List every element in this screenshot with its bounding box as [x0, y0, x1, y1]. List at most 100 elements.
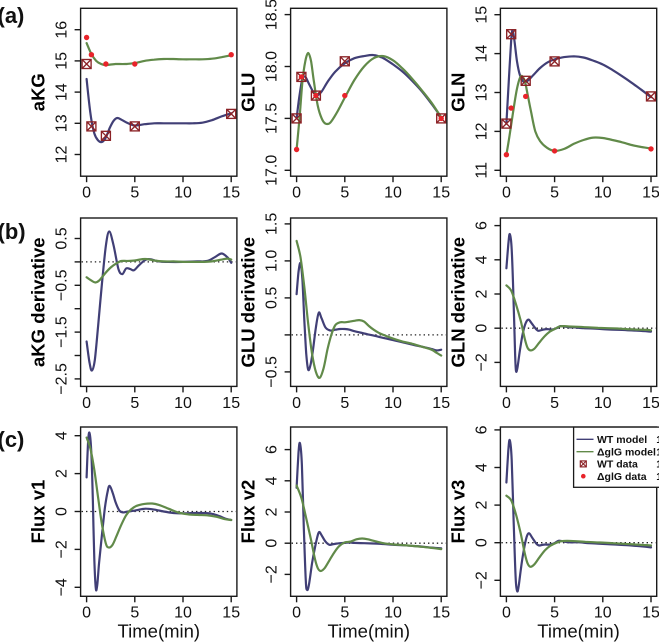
svg-text:Time(min): Time(min)	[118, 620, 201, 641]
svg-text:−1.5: −1.5	[54, 316, 71, 348]
svg-text:0: 0	[82, 185, 91, 202]
svg-text:6: 6	[473, 425, 490, 434]
svg-text:aKG derivative: aKG derivative	[28, 237, 49, 367]
svg-text:11: 11	[473, 162, 490, 179]
svg-text:15: 15	[642, 605, 659, 622]
svg-text:−2: −2	[473, 353, 490, 371]
svg-text:10: 10	[174, 185, 192, 202]
svg-text:1.0: 1.0	[264, 250, 281, 272]
svg-text:15: 15	[642, 185, 659, 202]
svg-text:(b): (b)	[0, 219, 26, 244]
svg-text:Flux v1: Flux v1	[28, 480, 49, 544]
svg-text:−2: −2	[54, 540, 71, 558]
svg-text:6: 6	[264, 445, 281, 454]
svg-text:10: 10	[384, 605, 402, 622]
svg-text:10: 10	[594, 605, 612, 622]
svg-text:Time(min): Time(min)	[537, 620, 620, 641]
svg-text:2: 2	[54, 469, 71, 478]
svg-text:aKG: aKG	[28, 73, 49, 111]
svg-text:1: 1	[656, 459, 659, 471]
svg-text:0: 0	[82, 395, 91, 412]
svg-text:13: 13	[54, 114, 71, 132]
svg-text:14: 14	[54, 83, 71, 101]
svg-text:4: 4	[54, 431, 71, 440]
svg-text:4: 4	[264, 476, 281, 485]
svg-text:15: 15	[642, 395, 659, 412]
svg-text:−2: −2	[264, 565, 281, 583]
svg-text:15: 15	[222, 395, 240, 412]
svg-text:4: 4	[473, 463, 490, 472]
svg-text:0: 0	[292, 395, 301, 412]
svg-text:1: 1	[656, 434, 659, 446]
svg-text:18.5: 18.5	[264, 0, 281, 30]
svg-text:0: 0	[82, 605, 91, 622]
svg-text:0: 0	[264, 539, 281, 548]
svg-text:0.5: 0.5	[264, 287, 281, 309]
svg-text:1.5: 1.5	[264, 213, 281, 235]
svg-text:15: 15	[222, 185, 240, 202]
svg-text:GLN: GLN	[447, 73, 468, 112]
svg-text:Flux v2: Flux v2	[238, 480, 259, 544]
svg-text:16: 16	[54, 21, 71, 39]
svg-text:ΔglG model: ΔglG model	[597, 446, 656, 458]
svg-text:0.5: 0.5	[54, 227, 71, 249]
svg-text:15: 15	[473, 6, 490, 24]
svg-text:0: 0	[502, 395, 511, 412]
svg-text:12: 12	[54, 146, 71, 164]
svg-text:15: 15	[432, 395, 450, 412]
svg-text:10: 10	[384, 395, 402, 412]
svg-text:−0.5: −0.5	[54, 269, 71, 301]
svg-text:ΔglG data: ΔglG data	[597, 471, 647, 483]
svg-text:2: 2	[264, 507, 281, 516]
svg-text:10: 10	[594, 395, 612, 412]
svg-text:10: 10	[384, 185, 402, 202]
svg-text:GLU: GLU	[238, 73, 259, 112]
svg-text:13: 13	[473, 84, 490, 102]
svg-text:5: 5	[130, 605, 139, 622]
svg-text:2: 2	[473, 501, 490, 510]
svg-text:5: 5	[550, 395, 559, 412]
svg-text:0: 0	[502, 605, 511, 622]
svg-text:17.5: 17.5	[264, 103, 281, 134]
svg-text:WT model: WT model	[597, 434, 647, 446]
svg-text:2: 2	[473, 289, 490, 298]
svg-text:10: 10	[594, 185, 612, 202]
svg-text:WT data: WT data	[597, 459, 638, 471]
svg-text:5: 5	[340, 605, 349, 622]
svg-text:18.0: 18.0	[264, 51, 281, 82]
svg-text:5: 5	[130, 185, 139, 202]
svg-text:10: 10	[174, 605, 192, 622]
svg-text:15: 15	[54, 52, 71, 70]
svg-text:1: 1	[656, 471, 659, 483]
svg-text:17.0: 17.0	[264, 155, 281, 186]
svg-text:0: 0	[292, 605, 301, 622]
svg-text:−2.5: −2.5	[54, 363, 71, 395]
svg-text:0: 0	[54, 507, 71, 516]
svg-text:5: 5	[550, 605, 559, 622]
svg-text:10: 10	[174, 395, 192, 412]
svg-text:0: 0	[473, 324, 490, 333]
svg-text:Time(min): Time(min)	[328, 620, 411, 641]
svg-text:6: 6	[473, 221, 490, 230]
svg-text:12: 12	[473, 122, 490, 140]
svg-text:0: 0	[473, 538, 490, 547]
svg-text:15: 15	[432, 605, 450, 622]
svg-text:Flux v3: Flux v3	[447, 480, 468, 544]
svg-text:4: 4	[473, 255, 490, 264]
svg-text:−0.5: −0.5	[264, 356, 281, 388]
svg-text:−2: −2	[473, 571, 490, 589]
svg-text:(c): (c)	[0, 427, 24, 452]
svg-text:5: 5	[340, 185, 349, 202]
svg-text:1: 1	[656, 446, 659, 458]
svg-text:5: 5	[550, 185, 559, 202]
svg-text:15: 15	[432, 185, 450, 202]
svg-text:14: 14	[473, 45, 490, 63]
svg-text:0: 0	[502, 185, 511, 202]
svg-text:15: 15	[222, 605, 240, 622]
svg-text:5: 5	[340, 395, 349, 412]
svg-text:GLU derivative: GLU derivative	[238, 237, 259, 368]
svg-text:−4: −4	[54, 578, 71, 596]
svg-text:GLN derivative: GLN derivative	[447, 237, 468, 368]
svg-text:0: 0	[292, 185, 301, 202]
svg-text:(a): (a)	[0, 3, 24, 28]
